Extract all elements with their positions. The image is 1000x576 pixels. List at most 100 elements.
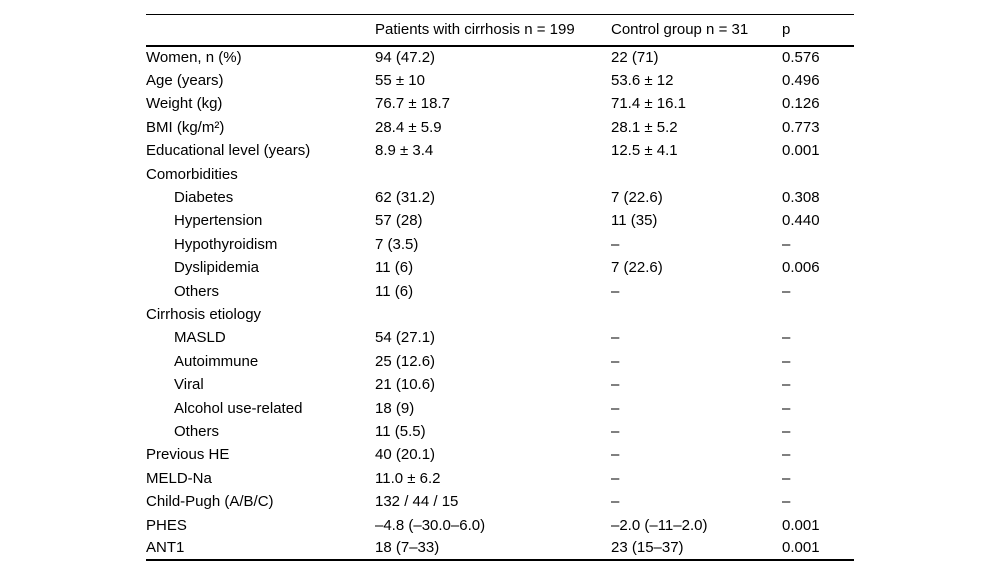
control-value-cell: 7 (22.6) (611, 189, 663, 207)
cirrhosis-value-cell: –4.8 (–30.0–6.0) (375, 516, 486, 534)
section-row: Cirrhosis etiology (146, 303, 854, 326)
control-value-cell: – (611, 469, 620, 487)
table-body: Women, n (%) 94 (47.2) 22 (71) 0.576 Age (ye… (146, 46, 854, 561)
table-row: Alcohol use-related 18 (9) – – (146, 396, 854, 419)
control-value-cell: – (611, 376, 620, 394)
p-value-cell: 0.001 (782, 539, 820, 557)
table-row: MASLD 54 (27.1) – – (146, 326, 854, 349)
row-label: ANT1 (146, 539, 185, 557)
cirrhosis-value-cell: 7 (3.5) (375, 235, 419, 253)
row-label: Age (years) (146, 72, 224, 90)
cirrhosis-value-cell: 18 (7–33) (375, 539, 440, 557)
control-value-cell (611, 162, 782, 185)
control-value-cell: – (611, 352, 620, 370)
control-value-cell: 71.4 ± 16.1 (611, 95, 686, 113)
row-label: Previous HE (146, 446, 230, 464)
p-value-cell: 0.001 (782, 142, 820, 160)
p-value-cell: 0.576 (782, 49, 820, 67)
control-value-cell: 22 (71) (611, 49, 659, 67)
p-value-cell: 0.496 (782, 72, 820, 90)
table-row: Viral 21 (10.6) – – (146, 373, 854, 396)
p-value-cell: – (782, 282, 791, 300)
cirrhosis-value-cell: 57 (28) (375, 212, 423, 230)
p-value-cell: 0.440 (782, 212, 820, 230)
table-row: Others 11 (5.5) – – (146, 420, 854, 443)
table-row: Weight (kg) 76.7 ± 18.7 71.4 ± 16.1 0.126 (146, 92, 854, 115)
p-value-cell: – (782, 422, 791, 440)
cirrhosis-value-cell: 28.4 ± 5.9 (375, 118, 442, 136)
control-value-cell: – (611, 329, 620, 347)
table-row: ANT1 18 (7–33) 23 (15–37) 0.001 (146, 537, 854, 560)
p-value-cell (782, 162, 854, 185)
row-label: Viral (174, 376, 204, 394)
table-row: PHES –4.8 (–30.0–6.0) –2.0 (–11–2.0) 0.001 (146, 513, 854, 536)
p-value-cell: – (782, 376, 791, 394)
cirrhosis-value-cell: 94 (47.2) (375, 49, 436, 67)
table-row: MELD-Na 11.0 ± 6.2 – – (146, 467, 854, 490)
row-label: Women, n (%) (146, 49, 242, 67)
row-label: Child-Pugh (A/B/C) (146, 493, 274, 511)
table-row: Child-Pugh (A/B/C) 132 / 44 / 15 – – (146, 490, 854, 513)
row-label: MASLD (174, 329, 226, 347)
patients-table: Patients with cirrhosis n = 199 Control … (146, 14, 854, 562)
control-value-cell: 28.1 ± 5.2 (611, 118, 678, 136)
cirrhosis-value-cell: 40 (20.1) (375, 446, 436, 464)
control-value-cell: – (611, 493, 620, 511)
header-control-column: Control group n = 31 (611, 21, 749, 39)
control-value-cell: – (611, 399, 620, 417)
control-value-cell: – (611, 446, 620, 464)
cirrhosis-value-cell: 8.9 ± 3.4 (375, 142, 434, 160)
cirrhosis-value-cell: 11 (6) (375, 259, 414, 277)
p-value-cell: – (782, 329, 791, 347)
cirrhosis-value-cell: 11.0 ± 6.2 (375, 469, 441, 487)
row-label: Alcohol use-related (174, 399, 303, 417)
p-value-cell: – (782, 399, 791, 417)
control-value-cell: 7 (22.6) (611, 259, 663, 277)
control-value-cell: – (611, 282, 620, 300)
cirrhosis-value-cell (375, 162, 611, 185)
row-label: Dyslipidemia (174, 259, 260, 277)
row-label: Hypothyroidism (174, 235, 278, 253)
p-value-cell: 0.773 (782, 118, 820, 136)
p-value-cell: 0.126 (782, 95, 820, 113)
section-row: Comorbidities (146, 162, 854, 185)
p-value-cell: 0.006 (782, 259, 820, 277)
table-row: Autoimmune 25 (12.6) – – (146, 350, 854, 373)
row-label: Autoimmune (174, 352, 259, 370)
table-row: Dyslipidemia 11 (6) 7 (22.6) 0.006 (146, 256, 854, 279)
p-value-cell: 0.308 (782, 189, 820, 207)
row-label: PHES (146, 516, 187, 534)
table-row: Educational level (years) 8.9 ± 3.4 12.5 ±… (146, 139, 854, 162)
section-label: Comorbidities (146, 165, 238, 183)
section-label: Cirrhosis etiology (146, 305, 262, 323)
cirrhosis-value-cell: 11 (6) (375, 282, 414, 300)
cirrhosis-value-cell: 11 (5.5) (375, 422, 426, 440)
table-row: BMI (kg/m²) 28.4 ± 5.9 28.1 ± 5.2 0.773 (146, 116, 854, 139)
cirrhosis-value-cell: 54 (27.1) (375, 329, 436, 347)
cirrhosis-value-cell: 132 / 44 / 15 (375, 493, 459, 511)
control-value-cell: – (611, 235, 620, 253)
table-row: Others 11 (6) – – (146, 279, 854, 302)
table-header: Patients with cirrhosis n = 199 Control … (146, 15, 854, 46)
cirrhosis-value-cell: 62 (31.2) (375, 189, 436, 207)
p-value-cell: – (782, 469, 791, 487)
cirrhosis-value-cell: 76.7 ± 18.7 (375, 95, 450, 113)
row-label: Others (174, 422, 220, 440)
row-label: Educational level (years) (146, 142, 311, 160)
row-label: Diabetes (174, 189, 234, 207)
control-value-cell (611, 303, 782, 326)
row-label: BMI (kg/m²) (146, 118, 225, 136)
table-row: Women, n (%) 94 (47.2) 22 (71) 0.576 (146, 46, 854, 69)
cirrhosis-value-cell: 25 (12.6) (375, 352, 436, 370)
p-value-cell (782, 303, 854, 326)
control-value-cell: 12.5 ± 4.1 (611, 142, 678, 160)
table-row: Previous HE 40 (20.1) – – (146, 443, 854, 466)
cirrhosis-value-cell: 21 (10.6) (375, 376, 436, 394)
cirrhosis-value-cell (375, 303, 611, 326)
table-row: Hypertension 57 (28) 11 (35) 0.440 (146, 209, 854, 232)
control-value-cell: 23 (15–37) (611, 539, 684, 557)
clinical-characteristics-table: Patients with cirrhosis n = 199 Control … (146, 14, 854, 562)
header-cirrhosis-column: Patients with cirrhosis n = 199 (375, 21, 575, 39)
p-value-cell: – (782, 446, 791, 464)
cirrhosis-value-cell: 55 ± 10 (375, 72, 425, 90)
